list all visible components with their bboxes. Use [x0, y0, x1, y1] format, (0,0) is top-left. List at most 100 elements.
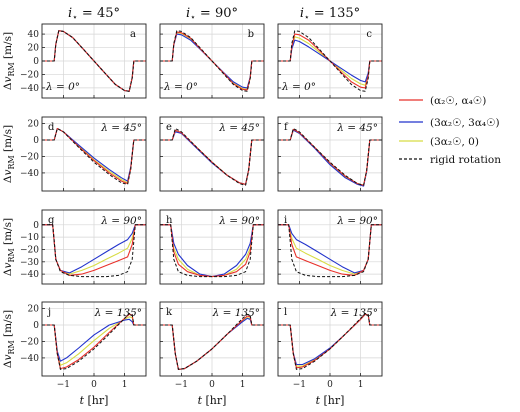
x-axis-labels: t [hr] t [hr] t [hr]: [80, 394, 345, 407]
series-line-4: [278, 224, 382, 278]
lambda-label: λ = 135°: [212, 307, 260, 319]
y-tick-label: 20: [28, 44, 40, 54]
series-line-4: [278, 128, 382, 186]
x-tick-label: 1: [122, 380, 128, 390]
panel-frame: [277, 301, 383, 377]
panel-e: e λ = 45°: [159, 116, 265, 192]
lambda-label: λ = 135°: [330, 307, 378, 319]
y-label-sub: RM: [7, 62, 16, 76]
legend-label-3: (3α₂☉, 0): [430, 136, 479, 148]
y-label-unit: [m/s]: [2, 32, 14, 62]
y-tick-label: 40: [28, 30, 40, 40]
panel-h: h λ = 90°: [159, 209, 265, 285]
panels: 40 20 0 −20 −40 a λ = 0° b λ = 0° c λ = 0° 20 0 −20 −4…: [20, 23, 383, 390]
legend-label-1: (α₂☉, α₄☉): [430, 95, 486, 107]
series-line-4: [42, 313, 146, 370]
series-line-4: [160, 30, 264, 92]
column-titles: i⋆ = 45° i⋆ = 90° i⋆ = 135°: [68, 6, 360, 23]
series-line-4: [160, 128, 264, 186]
panel-i: i λ = 90°: [277, 209, 383, 285]
panel-letter: d: [48, 122, 55, 133]
lambda-label: λ = 90°: [100, 215, 142, 227]
y-label-v: v: [2, 262, 14, 268]
panel-c: c λ = 0°: [277, 23, 383, 99]
column-title: i⋆ = 90°: [186, 6, 238, 23]
y-tick-label: −40: [20, 169, 39, 179]
panel-g: 0 −10 −20 −30 −40 g λ = 90°: [20, 209, 147, 285]
panel-frame: [41, 23, 147, 99]
y-axis-labels: ΔvRM [m/s]ΔvRM [m/s]ΔvRM [m/s]ΔvRM [m/s]: [2, 32, 16, 368]
column-title: i⋆ = 135°: [300, 6, 360, 23]
y-tick-label: 0: [33, 136, 39, 146]
series-line-4: [42, 30, 146, 92]
y-tick-label: −20: [20, 70, 39, 80]
panel-j: −1 0 1 20 0 −20 −40 j λ = 135°: [20, 301, 147, 390]
y-label-unit: [m/s]: [2, 218, 14, 248]
panel-letter: j: [47, 307, 51, 318]
y-label-delta: Δ: [2, 82, 14, 90]
panel-frame: [159, 23, 265, 99]
y-axis-label: ΔvRM [m/s]: [2, 218, 16, 276]
column-title-symbol: i: [300, 6, 304, 21]
panel-frame: [277, 209, 383, 285]
panel-letter: g: [48, 215, 55, 226]
legend-label-2: (3α₂☉, 3α₄☉): [430, 117, 500, 129]
panel-letter: i: [284, 215, 287, 226]
y-label-delta: Δ: [2, 268, 14, 276]
panel-letter: a: [130, 29, 136, 40]
y-tick-label: 20: [28, 120, 40, 130]
x-label-unit: [hr]: [84, 394, 108, 407]
series-line-4: [278, 313, 382, 370]
panel-l: −1 0 1 l λ = 135°: [277, 301, 383, 390]
x-tick-label: −1: [293, 380, 306, 390]
y-tick-label: −20: [20, 337, 39, 347]
panel-letter: c: [366, 29, 372, 40]
lambda-label: λ = 135°: [94, 307, 142, 319]
x-label-unit: [hr]: [202, 394, 226, 407]
legend-label-4: rigid rotation: [430, 154, 501, 166]
column-title-symbol: i: [186, 6, 190, 21]
y-tick-label: −40: [20, 270, 39, 280]
panel-letter: e: [166, 122, 172, 133]
x-axis-label: t [hr]: [316, 394, 345, 407]
y-tick-label: −40: [20, 84, 39, 94]
y-label-sub: RM: [7, 248, 16, 262]
y-tick-label: −20: [20, 152, 39, 162]
x-tick-label: −1: [57, 380, 70, 390]
x-tick-label: −1: [175, 380, 188, 390]
lambda-label: λ = 45°: [100, 122, 142, 134]
column-title-value: = 45°: [78, 6, 120, 21]
y-tick-label: 20: [28, 305, 40, 315]
panel-d: 20 0 −20 −40 d λ = 45°: [20, 116, 147, 192]
x-axis-label: t [hr]: [198, 394, 227, 407]
x-tick-label: 0: [91, 380, 97, 390]
panel-frame: [159, 301, 265, 377]
y-label-v: v: [2, 169, 14, 175]
series-line-4: [42, 224, 146, 278]
column-title-subscript: ⋆: [304, 13, 310, 23]
y-label-unit: [m/s]: [2, 125, 14, 155]
x-tick-label: 0: [327, 380, 333, 390]
x-axis-label: t [hr]: [80, 394, 109, 407]
panel-frame: [41, 209, 147, 285]
series-line-4: [160, 313, 264, 370]
panel-frame: [159, 209, 265, 285]
y-tick-label: −40: [20, 354, 39, 364]
lambda-label: λ = 0°: [45, 81, 80, 93]
column-title-value: = 90°: [196, 6, 238, 21]
panel-frame: [41, 116, 147, 192]
panel-frame: [277, 116, 383, 192]
y-label-sub: RM: [7, 340, 16, 354]
lambda-label: λ = 45°: [218, 122, 260, 134]
x-label-t: t: [80, 394, 85, 407]
y-label-unit: [m/s]: [2, 310, 14, 340]
column-title-symbol: i: [68, 6, 72, 21]
x-tick-label: 1: [240, 380, 246, 390]
y-label-delta: Δ: [2, 360, 14, 368]
y-label-v: v: [2, 354, 14, 360]
y-tick-label: −10: [20, 233, 39, 243]
lambda-label: λ = 90°: [336, 215, 378, 227]
panel-letter: f: [284, 122, 289, 133]
column-title-subscript: ⋆: [190, 13, 196, 23]
panel-letter: k: [166, 307, 173, 318]
